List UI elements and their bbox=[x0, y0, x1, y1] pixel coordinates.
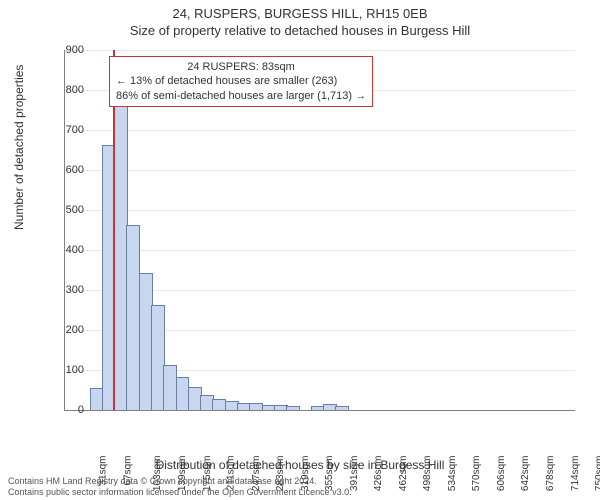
chart-plot-area: 24 RUSPERS: 83sqm ← 13% of detached hous… bbox=[64, 50, 575, 411]
gridline bbox=[65, 170, 575, 171]
annotation-box: 24 RUSPERS: 83sqm ← 13% of detached hous… bbox=[109, 56, 373, 107]
y-tick-label: 0 bbox=[78, 404, 84, 416]
annotation-line2: ← 13% of detached houses are smaller (26… bbox=[116, 74, 366, 88]
copyright-line2: Contains public sector information licen… bbox=[8, 487, 352, 498]
gridline bbox=[65, 210, 575, 211]
chart-container: 24, RUSPERS, BURGESS HILL, RH15 0EB Size… bbox=[0, 0, 600, 500]
page-title-line1: 24, RUSPERS, BURGESS HILL, RH15 0EB bbox=[0, 0, 600, 21]
y-tick-label: 400 bbox=[66, 244, 84, 256]
annotation-line3: 86% of semi-detached houses are larger (… bbox=[116, 89, 366, 103]
copyright-line1: Contains HM Land Registry data © Crown c… bbox=[8, 476, 352, 487]
y-tick-label: 300 bbox=[66, 284, 84, 296]
gridline bbox=[65, 250, 575, 251]
y-tick-label: 700 bbox=[66, 124, 84, 136]
page-title-line2: Size of property relative to detached ho… bbox=[0, 21, 600, 38]
y-tick-label: 200 bbox=[66, 324, 84, 336]
x-axis-label: Distribution of detached houses by size … bbox=[0, 458, 600, 472]
y-tick-label: 100 bbox=[66, 364, 84, 376]
annotation-line1: 24 RUSPERS: 83sqm bbox=[116, 60, 366, 74]
y-tick-label: 600 bbox=[66, 164, 84, 176]
y-tick-label: 500 bbox=[66, 204, 84, 216]
y-tick-label: 800 bbox=[66, 84, 84, 96]
gridline bbox=[65, 50, 575, 51]
histogram-bar bbox=[286, 406, 300, 410]
histogram-bar bbox=[335, 406, 349, 410]
gridline bbox=[65, 130, 575, 131]
y-tick-label: 900 bbox=[66, 44, 84, 56]
y-axis-label: Number of detached properties bbox=[12, 65, 26, 230]
copyright-notice: Contains HM Land Registry data © Crown c… bbox=[8, 476, 352, 498]
